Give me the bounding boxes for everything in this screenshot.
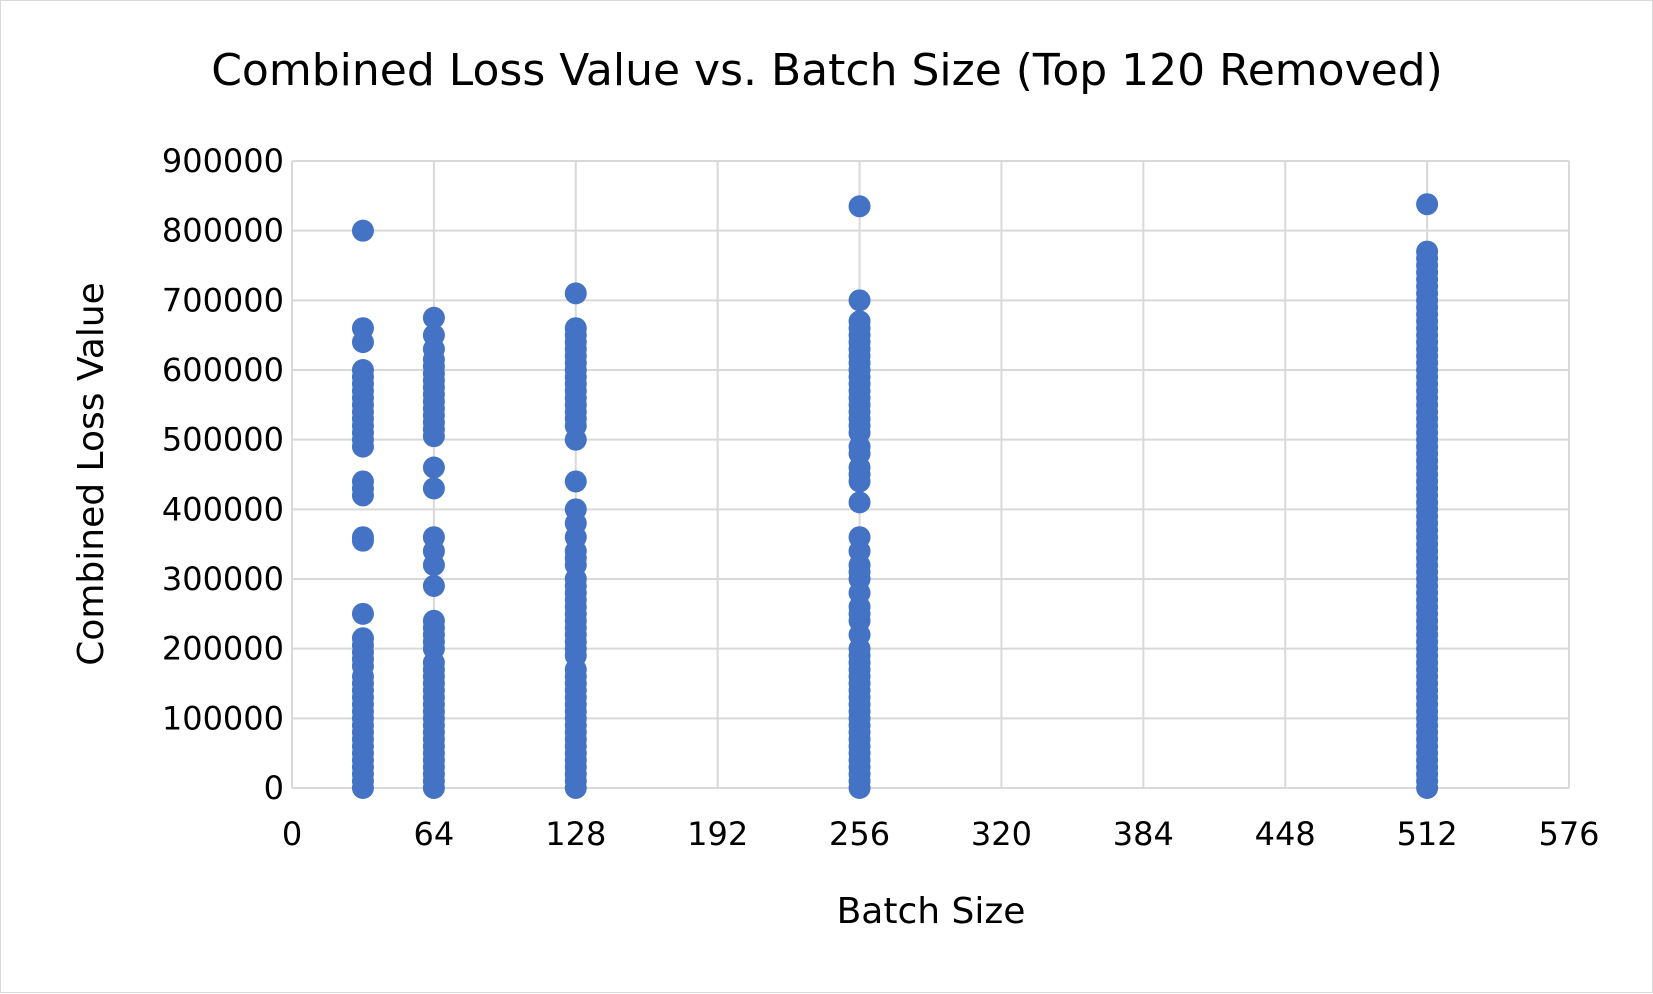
data-point: [351, 219, 374, 242]
x-tick-label: 384: [1113, 815, 1174, 853]
x-tick-label: 256: [829, 815, 890, 853]
data-point: [564, 498, 587, 521]
data-point: [351, 627, 374, 650]
chart-title: Combined Loss Value vs. Batch Size (Top …: [211, 45, 1443, 96]
y-tick-label: 200000: [162, 630, 284, 668]
data-point: [351, 602, 374, 625]
x-tick-label: 0: [282, 815, 302, 853]
gridlines: [291, 160, 1570, 789]
data-point: [564, 282, 587, 305]
data-point: [848, 289, 871, 312]
data-point: [1416, 240, 1439, 263]
x-axis-tick-labels: 0 64 128 192 256 320 384 448 512 576: [282, 815, 1600, 853]
y-tick-label: 700000: [162, 281, 284, 319]
data-point: [351, 317, 374, 340]
y-tick-label: 300000: [162, 560, 284, 598]
data-points: [351, 193, 1439, 799]
data-point: [422, 526, 445, 549]
y-tick-label: 100000: [162, 699, 284, 737]
data-point: [422, 324, 445, 347]
y-tick-label: 800000: [162, 212, 284, 250]
x-tick-label: 512: [1397, 815, 1458, 853]
y-tick-label: 600000: [162, 351, 284, 389]
data-point: [422, 609, 445, 632]
data-point: [848, 195, 871, 218]
y-tick-label: 0: [264, 769, 284, 807]
data-point: [351, 470, 374, 493]
x-tick-label: 128: [545, 815, 606, 853]
y-axis-tick-labels: 0 100000 200000 300000 400000 500000 600000 700…: [162, 142, 284, 807]
x-tick-label: 192: [687, 815, 748, 853]
data-point: [564, 470, 587, 493]
x-tick-label: 64: [414, 815, 455, 853]
data-point: [848, 526, 871, 549]
data-point: [564, 317, 587, 340]
data-point: [351, 359, 374, 381]
x-tick-label: 448: [1255, 815, 1316, 853]
data-point: [422, 574, 445, 597]
y-tick-label: 900000: [162, 142, 284, 180]
x-axis-title: Batch Size: [837, 891, 1026, 932]
data-point: [422, 477, 445, 500]
data-point: [848, 491, 871, 514]
data-point: [422, 456, 445, 479]
data-point: [351, 526, 374, 549]
x-tick-label: 320: [971, 815, 1032, 853]
y-tick-label: 500000: [162, 421, 284, 459]
y-tick-label: 400000: [162, 490, 284, 528]
data-point: [848, 310, 871, 333]
data-point: [1416, 193, 1439, 216]
data-point: [422, 306, 445, 329]
y-axis-title: Combined Loss Value: [71, 282, 112, 666]
x-tick-label: 576: [1538, 815, 1599, 853]
